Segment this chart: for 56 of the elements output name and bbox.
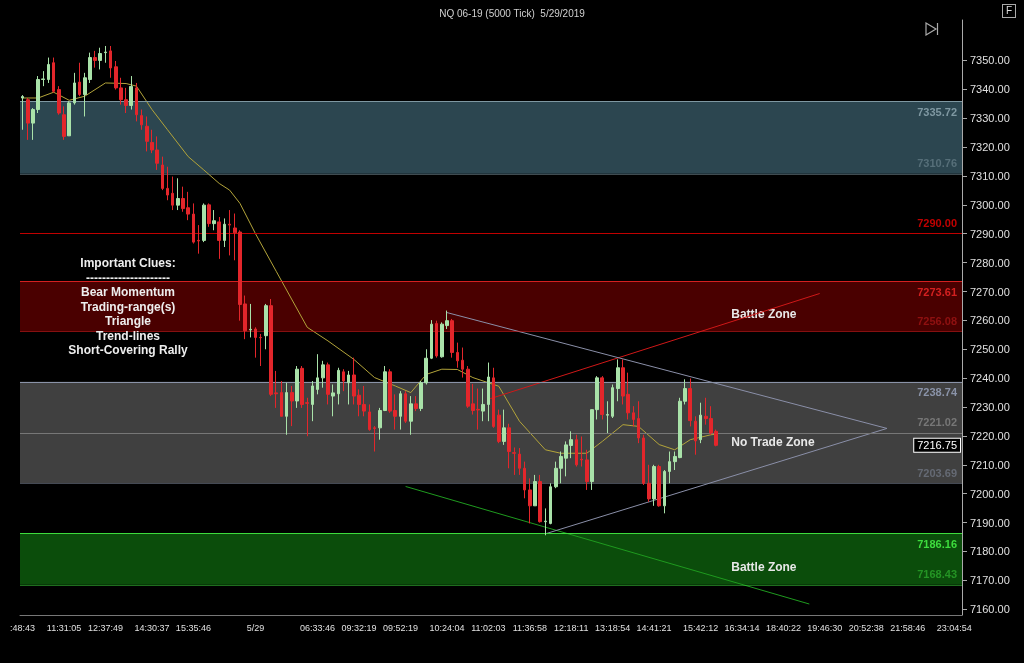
x-tick-label: 15:35:46 xyxy=(175,622,211,633)
x-tick-label: 20:52:38 xyxy=(848,622,884,633)
ref-line-label: 7238.74 xyxy=(917,386,958,399)
x-tick-label: 09:52:19 xyxy=(382,622,418,633)
y-tick-label: 7170.00 xyxy=(970,574,1010,587)
y-tick-label: 7320.00 xyxy=(970,141,1010,154)
y-tick-label: 7220.00 xyxy=(970,429,1010,442)
y-tick-label: 7330.00 xyxy=(970,112,1010,125)
x-tick-label: 14:30:37 xyxy=(134,622,170,633)
text: F xyxy=(1002,4,1016,18)
x-tick-label: 06:33:46 xyxy=(300,622,336,633)
y-tick-label: 7260.00 xyxy=(970,314,1010,327)
y-tick-label: 7250.00 xyxy=(970,343,1010,356)
x-tick-label: 12:37:49 xyxy=(87,622,123,633)
y-tick-label: 7270.00 xyxy=(970,285,1010,298)
y-tick-label: 7340.00 xyxy=(970,83,1010,96)
x-tick-label: 10:24:04 xyxy=(429,622,465,633)
y-tick-label: 7310.00 xyxy=(970,169,1010,182)
x-tick-label: 19:46:30 xyxy=(807,622,843,633)
ref-line-label: 7186.16 xyxy=(917,538,957,551)
y-tick-label: 7240.00 xyxy=(970,372,1010,385)
annotation: 7216.75 xyxy=(917,439,957,452)
y-tick-label: 7300.00 xyxy=(970,198,1010,211)
x-tick-label: 11:31:05 xyxy=(46,622,82,633)
x-tick-label: :48:43 xyxy=(10,622,36,633)
y-tick-label: 7350.00 xyxy=(970,54,1010,67)
x-tick-label: 16:34:14 xyxy=(724,622,760,633)
y-tick-label: 7230.00 xyxy=(970,401,1010,414)
y-tick-label: 7290.00 xyxy=(970,227,1010,240)
band-label: Battle Zone xyxy=(731,307,797,322)
x-tick-label: 5/29 xyxy=(246,622,265,633)
y-tick-label: 7160.00 xyxy=(970,603,1010,616)
ref-line-label: 7168.43 xyxy=(917,568,957,581)
x-tick-label: 11:36:58 xyxy=(512,622,548,633)
x-tick-label: 18:40:22 xyxy=(765,622,801,633)
chart-title: NQ 06-19 (5000 Tick) 5/29/2019 xyxy=(439,7,586,19)
annotation: Important Clues: --------------------- Bear Momentum Trading-range(s) Triangle Trend-lines Short-Covering Rally xyxy=(68,256,188,358)
x-tick-label: 14:41:21 xyxy=(636,622,672,633)
x-tick-label: 21:58:46 xyxy=(890,622,926,633)
ref-line-label: 7256.08 xyxy=(917,315,957,328)
x-tick-label: 12:18:11 xyxy=(554,622,589,633)
x-tick-label: 09:32:19 xyxy=(341,622,377,633)
x-tick-label: 23:04:54 xyxy=(936,622,972,633)
y-tick-label: 7200.00 xyxy=(970,487,1010,500)
band-label: Battle Zone xyxy=(731,560,797,575)
band-label: No Trade Zone xyxy=(731,435,815,450)
y-tick-label: 7190.00 xyxy=(970,516,1010,529)
y-tick-label: 7280.00 xyxy=(970,256,1010,269)
ref-line-label: 7290.00 xyxy=(917,217,957,230)
y-tick-label: 7180.00 xyxy=(970,545,1010,558)
ref-line-label: 7273.61 xyxy=(917,285,957,298)
x-tick-label: 13:18:54 xyxy=(595,622,631,633)
x-tick-label: 11:02:03 xyxy=(471,622,506,633)
y-tick-label: 7210.00 xyxy=(970,458,1010,471)
x-tick-label: 15:42:12 xyxy=(683,622,719,633)
ref-line-label: 7335.72 xyxy=(917,106,957,119)
